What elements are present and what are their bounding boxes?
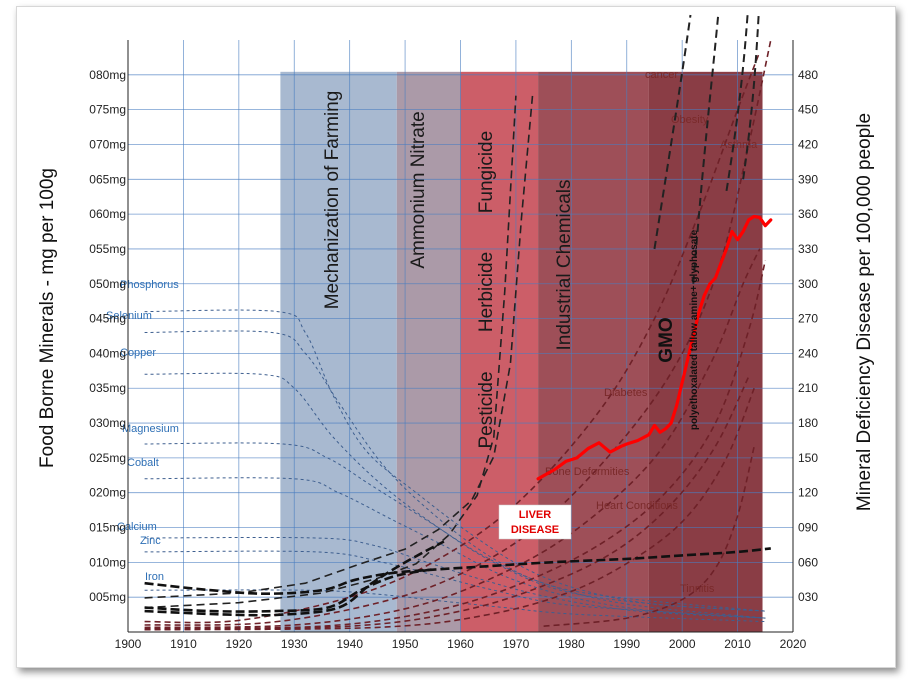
y-left-tick-075mg: 075mg: [89, 103, 126, 117]
mineral-label-iron: Iron: [145, 571, 164, 583]
steep-trend-line-a: [653, 14, 692, 250]
y-left-tick-035mg: 035mg: [89, 381, 126, 395]
y-left-tick-060mg: 060mg: [89, 207, 126, 221]
mineral-label-zinc: Zinc: [140, 535, 161, 547]
liver-disease-line: [536, 214, 773, 481]
liver-label-line2: DISEASE: [511, 524, 559, 536]
mineral-label-cobalt: Cobalt: [127, 457, 159, 469]
y-left-tick-010mg: 010mg: [89, 555, 126, 569]
x-tick-1950: 1950: [392, 637, 419, 651]
mineral-line-phosphorus: [144, 309, 766, 612]
mineral-line-selenium: [144, 330, 766, 612]
y-left-tick-050mg: 050mg: [89, 277, 126, 291]
x-tick-1900: 1900: [115, 637, 142, 651]
mineral-line-cobalt: [144, 477, 766, 619]
band-label-ammonium: Ammonium Nitrate: [408, 111, 429, 268]
mineral-line-copper: [144, 372, 766, 612]
disease-line-obesity: [144, 39, 772, 626]
y-left-tick-055mg: 055mg: [89, 242, 126, 256]
liver-disease-box: [498, 504, 572, 540]
disease-label-diabetes: Diabetes: [604, 387, 648, 399]
x-tick-1980: 1980: [558, 637, 585, 651]
disease-line-tinnitis: [543, 446, 755, 627]
disease-line-bone-deformities: [144, 376, 750, 631]
y-right-tick-360: 360: [798, 207, 818, 221]
y-right-tick-240: 240: [798, 346, 818, 360]
disease-label-tinnitis: Tinnitis: [680, 583, 715, 595]
disease-line-cancer: [144, 51, 761, 624]
x-tick-2000: 2000: [669, 637, 696, 651]
y-left-tick-025mg: 025mg: [89, 451, 126, 465]
y-left-tick-080mg: 080mg: [89, 68, 126, 82]
era-band-1: [396, 71, 461, 632]
steep-trend-line-0: [144, 95, 534, 599]
liver-label-line1: LIVER: [519, 509, 551, 521]
x-tick-1940: 1940: [336, 637, 363, 651]
mineral-label-copper: Copper: [120, 347, 156, 359]
x-tick-1910: 1910: [170, 637, 197, 651]
y-right-tick-420: 420: [798, 137, 818, 151]
band-label-industrial: Industrial Chemicals: [554, 179, 575, 350]
y-right-tick-180: 180: [798, 416, 818, 430]
era-band-2: [460, 71, 539, 632]
x-tick-1970: 1970: [503, 637, 530, 651]
y-left-tick-015mg: 015mg: [89, 521, 126, 535]
baseline-trend-1: [144, 568, 434, 613]
baseline-trend-2: [144, 540, 445, 617]
y-left-tick-070mg: 070mg: [89, 137, 126, 151]
disease-line-heart-conditions: [144, 387, 755, 631]
y-right-tick-090: 090: [798, 521, 818, 535]
y-left-tick-030mg: 030mg: [89, 416, 126, 430]
y-left-tick-005mg: 005mg: [89, 590, 126, 604]
y-right-tick-450: 450: [798, 103, 818, 117]
x-tick-1990: 1990: [613, 637, 640, 651]
y-left-tick-065mg: 065mg: [89, 172, 126, 186]
y-right-tick-330: 330: [798, 242, 818, 256]
mineral-line-iron: [144, 589, 766, 623]
gmo-label: GMO: [656, 317, 677, 362]
disease-label-bone-deformities: Bone Deformities: [545, 466, 630, 478]
y-right-tick-150: 150: [798, 451, 818, 465]
y-left-tick-020mg: 020mg: [89, 486, 126, 500]
left-axis-label: Food Borne Minerals - mg per 100g: [37, 168, 58, 468]
y-right-tick-030: 030: [798, 590, 818, 604]
y-right-tick-390: 390: [798, 172, 818, 186]
disease-label-obesity: Obesity: [671, 114, 709, 126]
mineral-label-phosphorus: Phosphorus: [120, 279, 179, 291]
x-tick-1930: 1930: [281, 637, 308, 651]
x-tick-1960: 1960: [447, 637, 474, 651]
band-label-herbicide: Herbicide: [476, 252, 497, 332]
y-right-tick-210: 210: [798, 381, 818, 395]
steep-trend-line-d: [742, 14, 760, 180]
y-right-tick-060: 060: [798, 555, 818, 569]
disease-label-heart-conditions: Heart Conditions: [596, 500, 678, 512]
x-tick-2020: 2020: [780, 637, 807, 651]
glyphosate-label: polyethoxalated tallow amine+ glyphosate: [689, 229, 700, 430]
mineral-label-magnesium: Magnesium: [122, 423, 179, 435]
mineral-line-magnesium: [144, 442, 766, 619]
steep-trend-line-1: [144, 95, 517, 609]
mineral-label-calcium: Calcium: [117, 521, 157, 533]
band-label-mechanization: Mechanization of Farming: [322, 91, 343, 310]
baseline-trend-0: [144, 547, 771, 596]
band-label-pesticide: Pesticide: [476, 371, 497, 448]
band-label-fungicide: Fungicide: [476, 131, 497, 213]
y-left-tick-045mg: 045mg: [89, 312, 126, 326]
disease-label-cancer: cancer: [645, 69, 678, 81]
disease-line-diabetes: [144, 260, 767, 630]
x-tick-1920: 1920: [225, 637, 252, 651]
y-right-tick-270: 270: [798, 312, 818, 326]
y-right-tick-120: 120: [798, 486, 818, 500]
steep-trend-line-c: [725, 14, 749, 192]
y-right-tick-480: 480: [798, 68, 818, 82]
mineral-label-selenium: Selenium: [106, 310, 152, 322]
disease-label-asthma: Asthma: [720, 139, 758, 151]
right-axis-label: Mineral Deficiency Disease per 100,000 p…: [854, 113, 875, 511]
y-right-tick-300: 300: [798, 277, 818, 291]
x-tick-2010: 2010: [724, 637, 751, 651]
y-left-tick-040mg: 040mg: [89, 346, 126, 360]
